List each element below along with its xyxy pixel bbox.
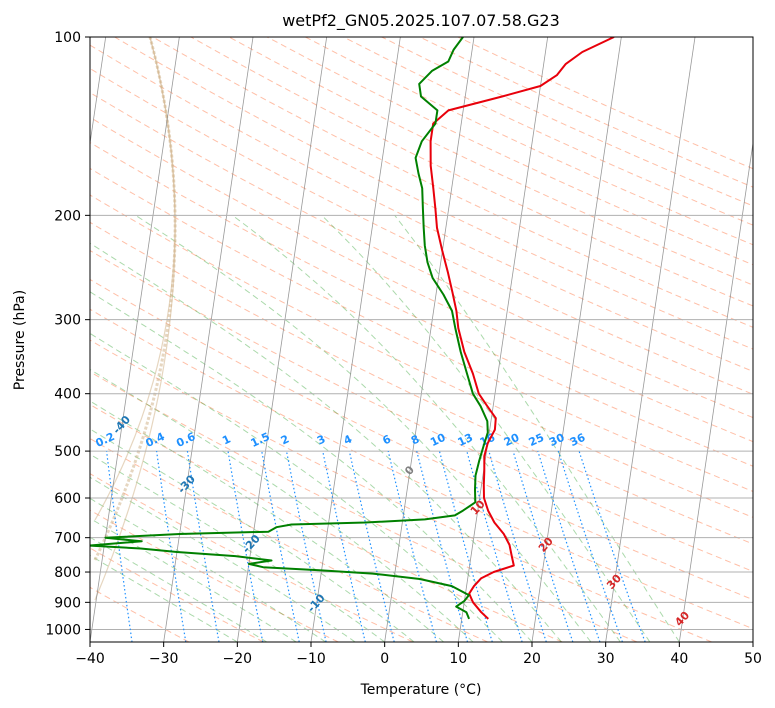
dry-adiabat-line — [90, 547, 264, 642]
dry-arc-line — [94, 37, 176, 521]
moist-adiabats — [90, 214, 680, 642]
plot-frame — [89, 36, 754, 643]
dry-adiabat-line — [90, 371, 638, 642]
isotherm-line — [384, 37, 475, 642]
x-tick-label: 10 — [449, 651, 467, 667]
isotherm-line — [605, 37, 696, 642]
moist-adiabat-line — [135, 214, 592, 642]
x-tick-label: 0 — [380, 651, 389, 667]
mixing-ratio-label: 13 — [456, 431, 475, 449]
isotherm-line — [90, 37, 107, 146]
isotherm-line — [310, 37, 401, 642]
isotherm-line — [531, 37, 622, 642]
moist-adiabat-line — [90, 400, 444, 642]
y-tick-label: 300 — [54, 313, 81, 329]
mixing-ratio-line — [416, 450, 469, 642]
mixing-ratio-line — [322, 450, 366, 642]
dry-adiabat-line — [90, 141, 753, 467]
profiles — [90, 37, 615, 620]
y-tick-label: 700 — [54, 531, 81, 547]
dry-adiabat-line — [90, 249, 753, 572]
chart-title: wetPf2_GN05.2025.107.07.58.G23 — [282, 11, 560, 31]
isotherms — [90, 37, 753, 642]
dry-adiabat-line — [90, 67, 753, 395]
mixing-ratio-line — [557, 450, 623, 642]
mixing-ratio-label: 25 — [527, 431, 546, 449]
y-tick-label: 600 — [54, 491, 81, 507]
moist-adiabat-line — [90, 368, 474, 642]
x-tick-label: −20 — [223, 651, 253, 667]
dry-adiabat-line — [90, 194, 753, 518]
x-tick-label: 50 — [744, 651, 762, 667]
mixing-ratio-label: 20 — [502, 431, 522, 449]
moist-adiabat-line — [232, 214, 621, 642]
dry-adiabat-line — [90, 308, 753, 630]
isotherm-line — [163, 37, 254, 642]
dry-adiabat-line — [90, 167, 753, 492]
y-axis-label: Pressure (hPa) — [12, 290, 28, 390]
mixing-ratio-line — [466, 450, 523, 642]
isotherm-line — [678, 140, 753, 642]
dry-adiabat-line — [90, 403, 563, 642]
dry-adiabat-line — [90, 509, 339, 642]
dry-adiabat-line — [90, 116, 753, 443]
dry-adiabat-line — [90, 44, 753, 372]
mixing-ratio-label: 36 — [568, 431, 588, 449]
isotherm-line — [90, 37, 180, 642]
dry-adiabats — [90, 37, 753, 642]
mixing-ratio-line — [512, 450, 574, 642]
mixing-ratio-line — [537, 450, 601, 642]
y-tick-label: 400 — [54, 387, 81, 403]
dewpoint-profile-line — [90, 37, 489, 620]
dry-adiabat-line — [190, 37, 753, 307]
dry-adiabat-line — [90, 221, 753, 545]
x-axis-label: Temperature (°C) — [360, 682, 482, 698]
y-tick-label: 100 — [54, 30, 81, 46]
y-tick-label: 500 — [54, 444, 81, 460]
y-tick-label: 900 — [54, 595, 81, 611]
mixing-ratio-line — [387, 450, 437, 642]
mixing-ratio-lines — [106, 450, 646, 642]
moist-adiabat-line — [321, 214, 651, 642]
mixing-ratio-label: 10 — [428, 431, 448, 449]
x-tick-label: 20 — [523, 651, 541, 667]
y-tick-label: 200 — [54, 208, 81, 224]
moist-adiabat-line — [90, 476, 356, 642]
moist-adiabat-line — [90, 554, 238, 642]
mixing-ratio-line — [285, 450, 327, 642]
moist-adiabat-line — [90, 428, 415, 642]
y-axis: 1000 900 800 700 600 500 400 300 200 100 — [45, 30, 90, 638]
x-tick-label: −40 — [75, 651, 105, 667]
mixing-ratio-line — [156, 451, 187, 642]
pressure-gridlines — [90, 37, 753, 630]
isotherm-line — [457, 37, 549, 642]
y-tick-label: 1000 — [45, 622, 81, 638]
x-tick-label: 30 — [597, 651, 615, 667]
x-axis: −40 −30 −20 −10 0 10 20 30 40 50 — [75, 642, 762, 667]
x-tick-label: −30 — [149, 651, 179, 667]
mixing-ratio-line — [106, 451, 133, 642]
y-tick-label: 800 — [54, 565, 81, 581]
moist-adiabat-line — [90, 291, 533, 642]
dry-adiabat-line — [90, 278, 753, 601]
moist-adiabat-line — [394, 214, 680, 642]
mixing-ratio-line — [261, 450, 300, 642]
moist-adiabat-line — [90, 332, 503, 642]
dry-adiabat-line — [152, 37, 753, 328]
mixing-ratio-label: 30 — [547, 431, 567, 449]
mixing-ratio-line — [488, 450, 547, 642]
mixing-ratio-line — [578, 450, 646, 642]
mixing-ratio-line — [438, 450, 493, 642]
dry-arcs — [93, 37, 177, 601]
moist-adiabat-line — [90, 453, 385, 642]
x-tick-label: 40 — [670, 651, 688, 667]
isotherm-line — [236, 37, 328, 642]
x-tick-label: −10 — [296, 651, 326, 667]
moist-adiabat-line — [90, 242, 562, 642]
moist-adiabat-line — [90, 536, 268, 642]
moist-adiabat-line — [90, 517, 297, 642]
mixing-ratio-line — [348, 450, 395, 642]
